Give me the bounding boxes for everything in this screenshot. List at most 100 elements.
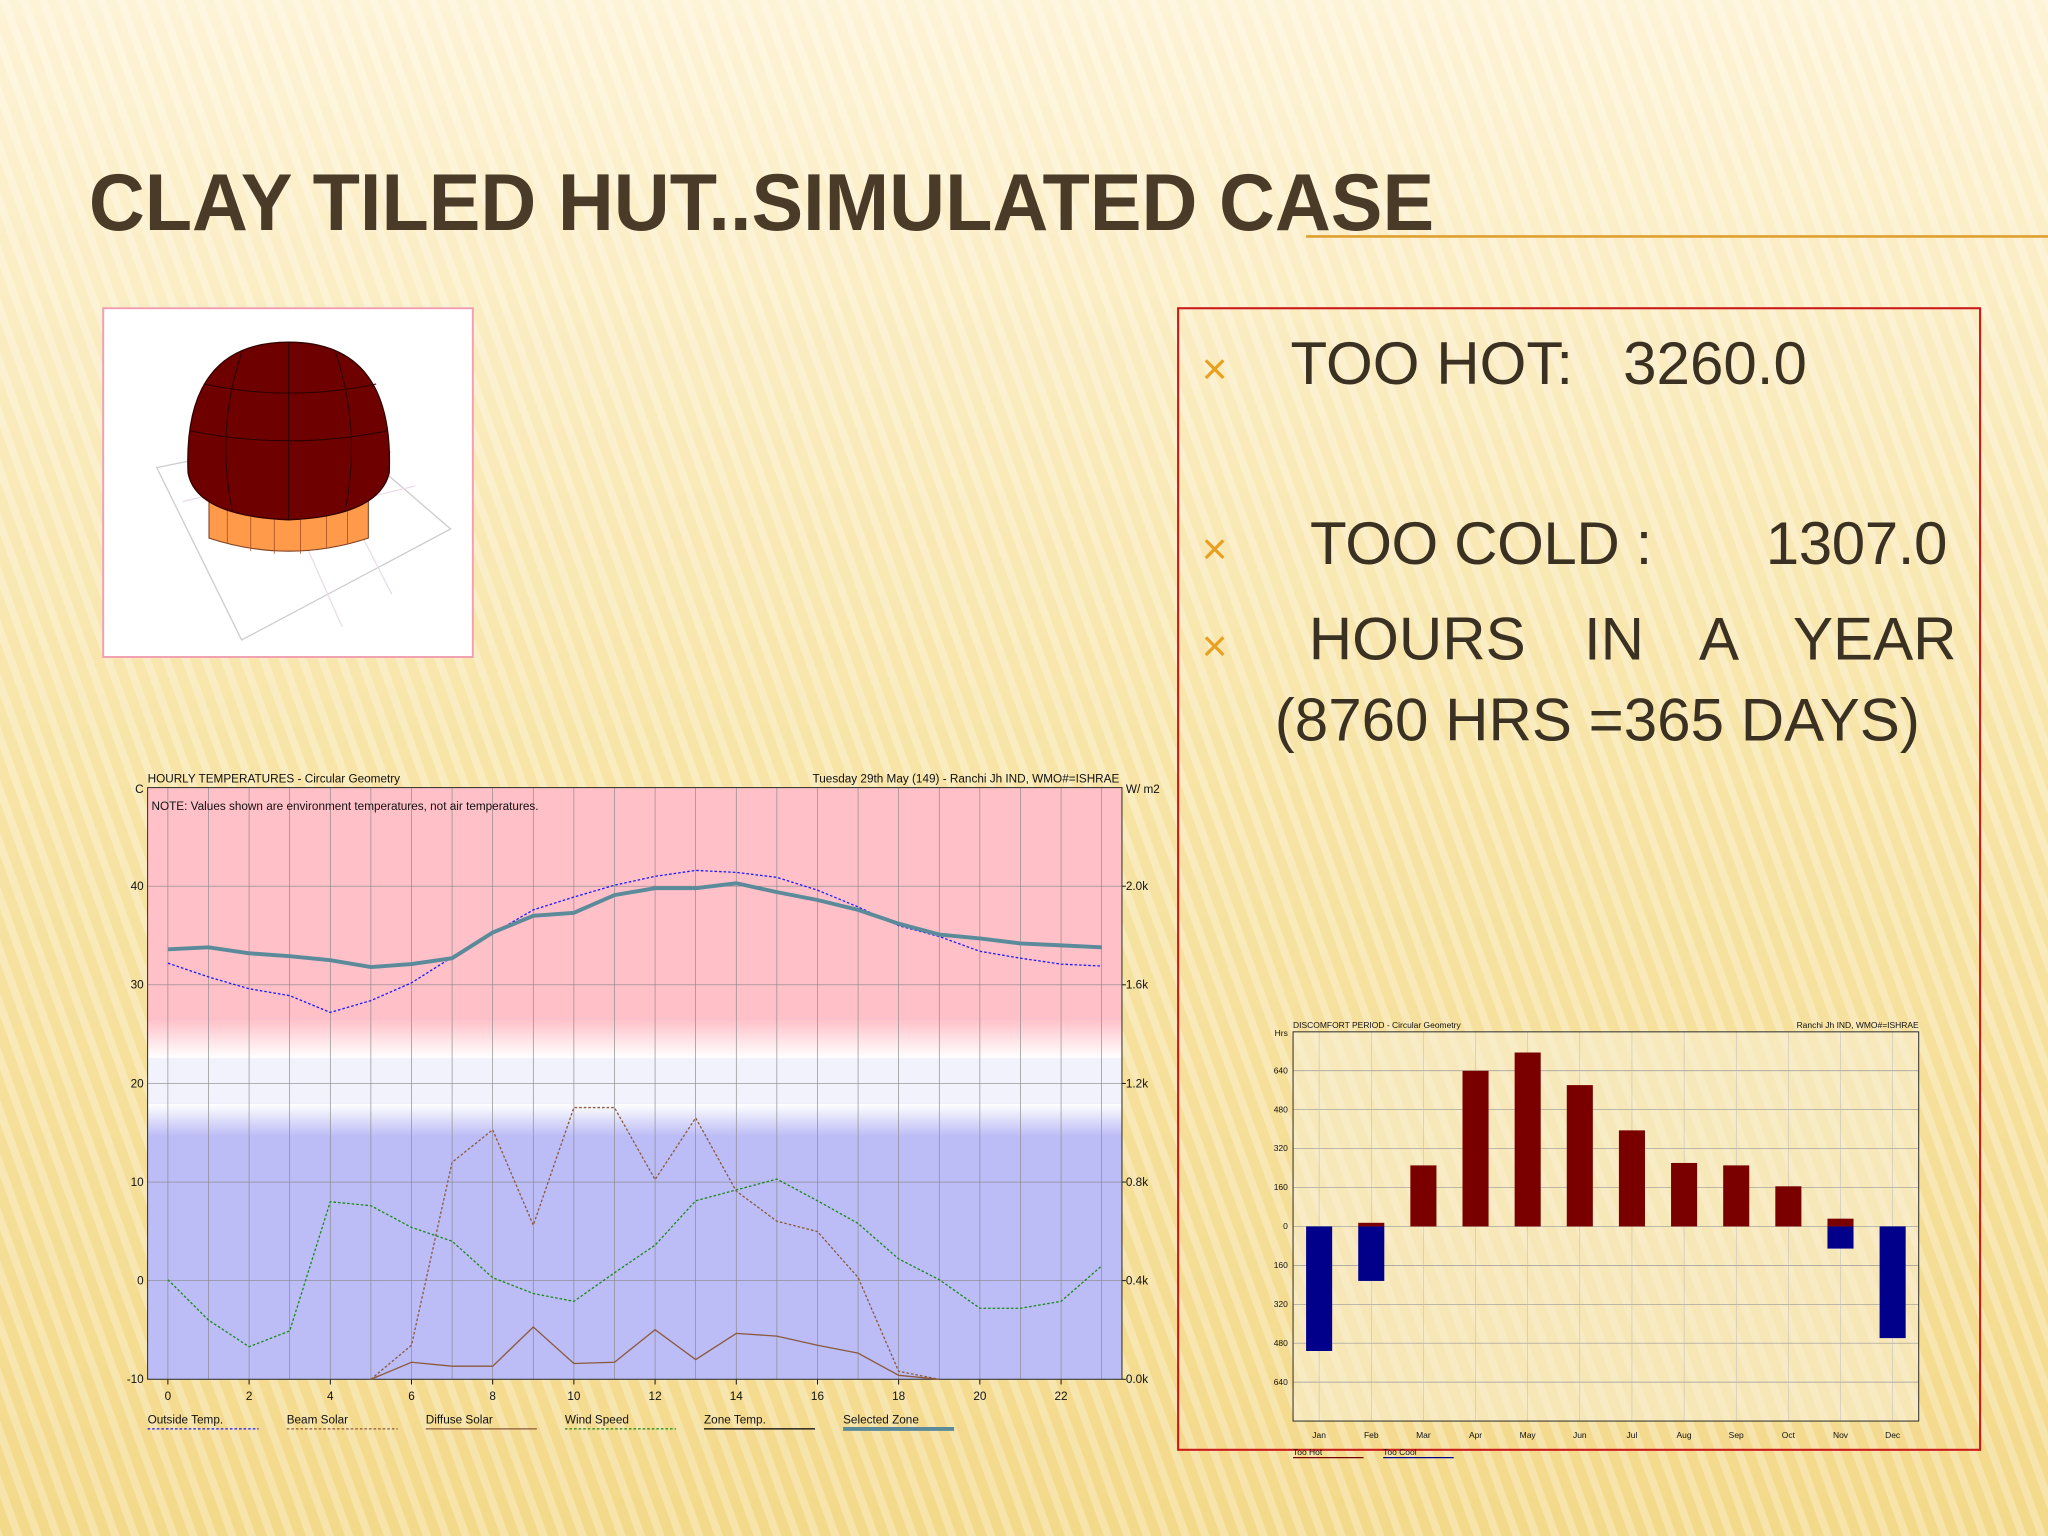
legend-label: Too Cool xyxy=(1383,1447,1417,1457)
x-tick-label: May xyxy=(1520,1430,1537,1440)
series-line xyxy=(167,1178,1103,1348)
chart-note: NOTE: Values shown are environment tempe… xyxy=(152,800,539,813)
bullet-text: HOURS IN A YEAR (8760 HRS =365 DAYS) xyxy=(1274,604,1957,754)
chart-subtitle: Tuesday 29th May (149) - Ranchi Jh IND, … xyxy=(813,772,1120,785)
y-tick-label: 640 xyxy=(1274,1377,1288,1387)
bar xyxy=(1671,1162,1698,1227)
bar xyxy=(1827,1218,1854,1227)
x-tick-label: 0 xyxy=(165,1390,172,1403)
series-line xyxy=(370,1106,940,1380)
x-tick-label: 18 xyxy=(892,1390,906,1403)
results-frame xyxy=(1177,307,1982,1451)
bullet-marker: × xyxy=(1202,525,1228,574)
bullet-block: HOURS IN A YEAR (8760 HRS =365 DAYS) xyxy=(1274,604,1957,754)
x-tick-label: Feb xyxy=(1364,1430,1379,1440)
bullet-text: TOO COLD : 1307.0 xyxy=(1310,510,1947,577)
y-tick-label: 160 xyxy=(1274,1260,1288,1270)
hut-image xyxy=(102,307,474,658)
x-tick-label: Dec xyxy=(1885,1430,1901,1440)
x-tick-label: 16 xyxy=(811,1390,825,1403)
x-tick-label: Oct xyxy=(1782,1430,1796,1440)
y-tick-label: 480 xyxy=(1274,1104,1288,1114)
bullet-list: × TOO HOT: 3260.0 × TOO COLD : 1307.0 × … xyxy=(1202,330,1957,754)
x-tick-label: 4 xyxy=(327,1390,334,1403)
x-tick-label: 22 xyxy=(1055,1390,1068,1403)
bar xyxy=(1358,1222,1385,1227)
x-tick-label: Apr xyxy=(1469,1430,1482,1440)
bar xyxy=(1462,1070,1489,1227)
y-tick-label: 480 xyxy=(1274,1338,1288,1348)
y2-tick-label: 0.4k xyxy=(1126,1275,1148,1288)
chart-title: DISCOMFORT PERIOD - Circular Geometry xyxy=(1293,1020,1461,1030)
series-line xyxy=(167,869,1102,1014)
legend-label: Selected Zone xyxy=(843,1414,919,1427)
y2-tick-label: 0.8k xyxy=(1126,1176,1148,1189)
y-tick-label: 640 xyxy=(1274,1065,1288,1075)
comfort-band-top xyxy=(147,1018,1122,1058)
x-tick-label: Sep xyxy=(1729,1430,1744,1440)
bar xyxy=(1566,1085,1593,1227)
hot-band xyxy=(147,787,1122,1019)
bar xyxy=(1514,1052,1541,1227)
hut-dome-grid xyxy=(190,342,387,520)
y-tick-label: 30 xyxy=(131,979,145,992)
x-tick-label: 20 xyxy=(973,1390,987,1403)
y-axis-label: Hrs xyxy=(1275,1028,1288,1038)
bullet-text: TOO HOT: 3260.0 xyxy=(1290,330,1806,397)
comfort-band xyxy=(147,1057,1122,1104)
y-tick-label: 0 xyxy=(137,1275,144,1288)
x-tick-label: 12 xyxy=(649,1390,662,1403)
legend-label: Outside Temp. xyxy=(148,1414,224,1427)
x-tick-label: Jan xyxy=(1312,1430,1326,1440)
x-tick-label: Nov xyxy=(1833,1430,1849,1440)
bar xyxy=(1775,1186,1802,1227)
hourly-chart: 0 2 4 6 8 10 12 14 16 18 20 22 -10 0 10 20 30 40 0.0k 0.4k 0… xyxy=(127,772,1160,1431)
y2-axis-label: W/ m2 xyxy=(1126,783,1160,796)
y-axis-label: C xyxy=(135,783,144,796)
chart-title: HOURLY TEMPERATURES - Circular Geometry xyxy=(148,772,401,785)
y-tick-label: 320 xyxy=(1274,1143,1288,1153)
chart-subtitle: Ranchi Jh IND, WMO#=ISHRAE xyxy=(1797,1020,1919,1030)
bar xyxy=(1827,1226,1854,1249)
legend-label: Beam Solar xyxy=(287,1414,348,1427)
x-tick-label: 14 xyxy=(730,1390,744,1403)
bar xyxy=(1618,1130,1645,1227)
y-tick-label: 40 xyxy=(131,880,145,893)
legend-label: Diffuse Solar xyxy=(426,1414,493,1427)
x-tick-label: 2 xyxy=(246,1390,253,1403)
legend-label: Wind Speed xyxy=(565,1414,629,1427)
x-tick-label: Jul xyxy=(1627,1430,1638,1440)
y2-tick-label: 1.6k xyxy=(1126,979,1148,992)
discomfort-chart: 640 480 320 160 0 160 320 480 640 Jan Feb Mar Apr May… xyxy=(1274,1020,1920,1459)
y2-tick-label: 0.0k xyxy=(1126,1373,1148,1386)
bullet-marker: × xyxy=(1202,345,1228,394)
x-tick-label: 10 xyxy=(567,1390,581,1403)
y-tick-label: 0 xyxy=(1283,1221,1288,1231)
x-tick-label: 6 xyxy=(408,1390,415,1403)
y-tick-label: -10 xyxy=(127,1373,144,1386)
comfort-band-bottom xyxy=(147,1103,1122,1137)
bullet-marker: × xyxy=(1202,622,1228,671)
x-tick-label: Jun xyxy=(1573,1430,1587,1440)
y-tick-label: 20 xyxy=(131,1077,145,1090)
x-tick-label: 8 xyxy=(489,1390,496,1403)
bar xyxy=(1879,1226,1906,1339)
y-tick-label: 160 xyxy=(1274,1182,1288,1192)
series-line xyxy=(167,881,1102,970)
legend-label: Zone Temp. xyxy=(704,1414,766,1427)
bar xyxy=(1306,1226,1333,1352)
bar xyxy=(1410,1165,1437,1227)
y-tick-label: 320 xyxy=(1274,1299,1288,1309)
plot-frame xyxy=(147,787,1123,1380)
series-line xyxy=(370,1326,940,1380)
x-tick-label: Mar xyxy=(1416,1430,1431,1440)
bar xyxy=(1723,1165,1750,1227)
y2-tick-label: 1.2k xyxy=(1126,1077,1148,1090)
hut-wall-grid xyxy=(226,491,348,554)
x-tick-label: Aug xyxy=(1677,1430,1692,1440)
legend-label: Too Hot xyxy=(1293,1447,1323,1457)
bar xyxy=(1358,1226,1385,1281)
slide-title: CLAY TILED HUT..SIMULATED CASE xyxy=(89,158,1434,248)
plot-frame xyxy=(1292,1031,1920,1422)
